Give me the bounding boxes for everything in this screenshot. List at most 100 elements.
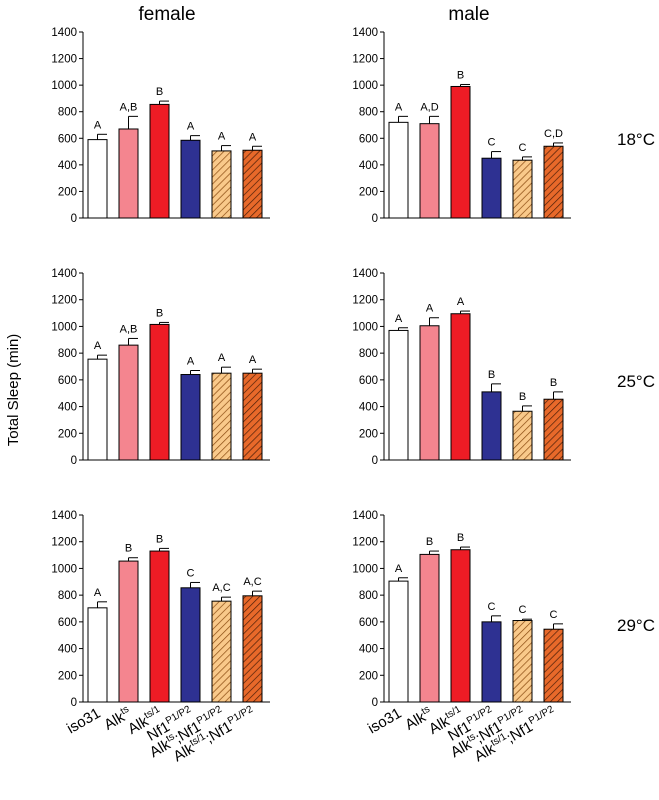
y-axis-label: Total Sleep (min) xyxy=(5,334,22,447)
y-tick-label: 1200 xyxy=(352,537,378,549)
bar xyxy=(87,139,108,219)
bar xyxy=(543,628,564,703)
significance-letter: A,B xyxy=(120,323,138,335)
significance-letter: A xyxy=(218,131,226,143)
y-tick-label: 1000 xyxy=(352,321,378,333)
y-tick-label: 1400 xyxy=(352,268,378,280)
y-tick-label: 1400 xyxy=(51,27,77,39)
significance-letter: A xyxy=(187,356,195,368)
y-tick-label: 600 xyxy=(58,375,77,387)
significance-letter: B xyxy=(156,307,163,319)
y-tick-label: 1000 xyxy=(352,80,378,92)
bar xyxy=(388,121,409,219)
bar xyxy=(450,549,471,703)
significance-letter: A,B xyxy=(120,101,138,113)
y-tick-label: 400 xyxy=(58,644,77,656)
y-tick-label: 1200 xyxy=(352,54,378,66)
significance-letter: B xyxy=(550,377,557,389)
bar xyxy=(481,157,502,219)
significance-letter: A xyxy=(457,296,465,308)
bar xyxy=(149,550,170,703)
y-tick-label: 800 xyxy=(359,348,378,360)
y-tick-label: 200 xyxy=(359,186,378,198)
significance-letter: C xyxy=(187,567,195,579)
y-tick-label: 0 xyxy=(71,455,77,467)
y-tick-label: 600 xyxy=(58,133,77,145)
bar xyxy=(419,553,440,703)
bar xyxy=(118,344,139,461)
bar xyxy=(419,325,440,461)
bar xyxy=(242,372,263,461)
significance-letter: B xyxy=(156,86,163,98)
y-tick-label: 1000 xyxy=(51,563,77,575)
bar xyxy=(180,139,201,219)
category-label: Alkts;Nf1P1/P2 xyxy=(146,704,228,761)
y-tick-label: 800 xyxy=(58,590,77,602)
significance-letter: A xyxy=(249,131,257,143)
y-tick-label: 200 xyxy=(58,186,77,198)
y-tick-label: 800 xyxy=(359,107,378,119)
bar xyxy=(419,123,440,219)
y-tick-label: 0 xyxy=(372,455,378,467)
significance-letter: A,C xyxy=(243,576,261,588)
significance-letter: B xyxy=(156,533,163,545)
bar xyxy=(180,374,201,461)
y-tick-label: 1000 xyxy=(51,80,77,92)
bar xyxy=(211,150,232,219)
bar xyxy=(242,149,263,219)
bar xyxy=(481,621,502,703)
bar xyxy=(512,159,533,219)
y-tick-label: 0 xyxy=(372,697,378,709)
significance-letter: A xyxy=(218,352,226,364)
y-tick-label: 400 xyxy=(58,160,77,172)
y-tick-label: 400 xyxy=(58,402,77,414)
y-tick-label: 1400 xyxy=(51,510,77,522)
y-tick-label: 200 xyxy=(58,670,77,682)
y-tick-label: 600 xyxy=(58,617,77,629)
significance-letter: A xyxy=(249,354,257,366)
row-label-25c: 25°C xyxy=(617,372,655,391)
bar xyxy=(118,560,139,703)
y-tick-label: 1200 xyxy=(51,537,77,549)
significance-letter: C xyxy=(488,137,496,149)
panel-4: 0 200 400 600 800 1000 1200 1400 A B B C A,C A,C xyxy=(51,510,270,709)
y-tick-label: 400 xyxy=(359,402,378,414)
y-tick-label: 1200 xyxy=(51,54,77,66)
category-label: iso31 xyxy=(64,705,104,738)
bar xyxy=(149,103,170,219)
row-label-29c: 29°C xyxy=(617,616,655,635)
panel-5: 0 200 400 600 800 1000 1200 1400 A B B C C C xyxy=(352,510,571,709)
significance-letter: A xyxy=(395,563,403,575)
y-tick-label: 800 xyxy=(359,590,378,602)
y-tick-label: 400 xyxy=(359,644,378,656)
significance-letter: B xyxy=(125,543,132,555)
significance-letter: A xyxy=(187,121,195,133)
significance-letter: C,D xyxy=(544,128,563,140)
significance-letter: B xyxy=(457,532,464,544)
y-tick-label: 200 xyxy=(359,428,378,440)
significance-letter: A xyxy=(395,313,403,325)
significance-letter: A,C xyxy=(212,582,230,594)
bar xyxy=(450,313,471,461)
bar xyxy=(149,323,170,461)
significance-letter: B xyxy=(426,536,433,548)
y-tick-label: 1000 xyxy=(51,321,77,333)
y-tick-label: 600 xyxy=(359,375,378,387)
y-tick-label: 400 xyxy=(359,160,378,172)
bar xyxy=(118,128,139,219)
row-label-18c: 18°C xyxy=(617,130,655,149)
bar xyxy=(388,580,409,703)
significance-letter: C xyxy=(488,601,496,613)
column-header-female: female xyxy=(138,4,195,25)
y-tick-label: 200 xyxy=(58,428,77,440)
significance-letter: A xyxy=(94,340,102,352)
y-tick-label: 0 xyxy=(372,213,378,225)
significance-letter: A,D xyxy=(420,101,438,113)
y-tick-label: 600 xyxy=(359,617,378,629)
panel-0: 0 200 400 600 800 1000 1200 1400 A A,B B A A A xyxy=(51,27,270,225)
significance-letter: A xyxy=(94,119,102,131)
bar xyxy=(512,410,533,461)
significance-letter: A xyxy=(395,101,403,113)
panel-3: 0 200 400 600 800 1000 1200 1400 A A A B B B xyxy=(352,268,571,467)
